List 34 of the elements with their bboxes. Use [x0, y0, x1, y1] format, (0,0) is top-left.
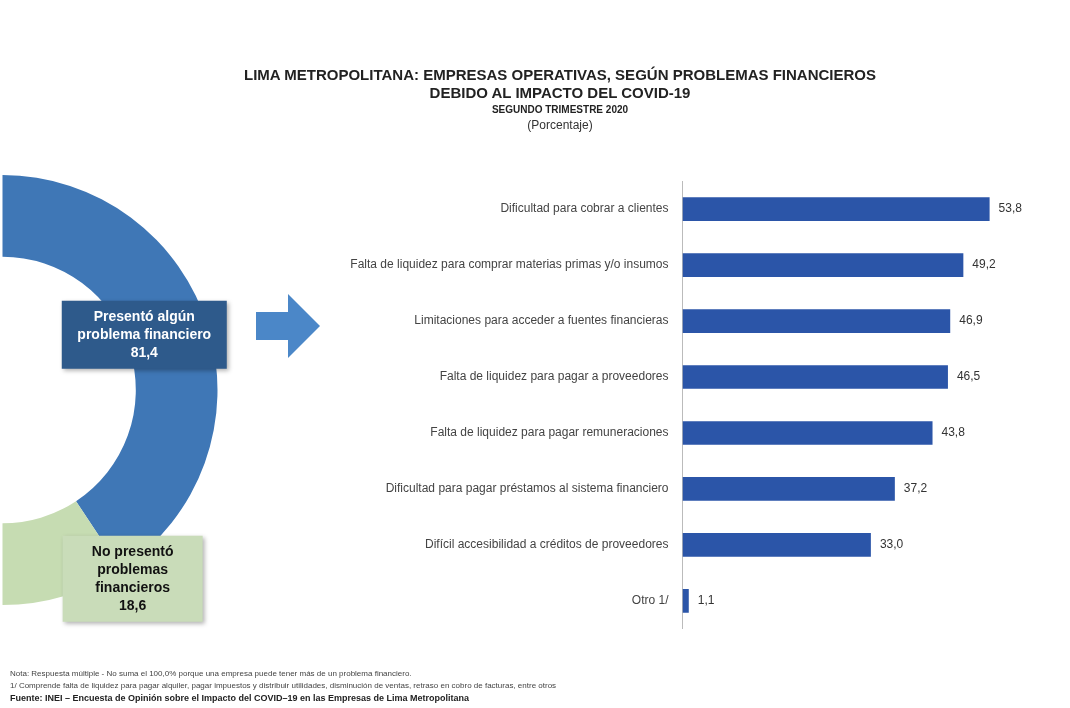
slice-label: Presentó algún problema financiero [77, 307, 212, 342]
data-label: 53,8 [998, 201, 1023, 216]
text: SEGUNDO TRIMESTRE 2020 [490, 104, 630, 115]
data-label: 18,6 [119, 596, 147, 613]
data-label: 33,0 [879, 537, 904, 552]
y-tick-label: Falta de liquidez para comprar materias primas y/o insumos [350, 257, 669, 272]
y-tick-label: Falta de liquidez para pagar a proveedores [439, 369, 669, 384]
data-label: 43,8 [941, 425, 966, 440]
data-label: 49,2 [972, 257, 997, 272]
y-tick-label: Falta de liquidez para pagar remuneraciones [430, 425, 669, 440]
y-tick-label: Otro 1/ [631, 593, 670, 608]
bar [682, 253, 964, 277]
text: 1/ Comprende falta de liquidez para pagar alquiler, pagar impuestos y distribuir utilidades, disminución de ventas, retraso en cobro de facturas, entre otros [10, 680, 557, 692]
y-tick-label: Difícil accesibilidad a créditos de proveedores [425, 537, 669, 552]
y-tick-label: Limitaciones para acceder a fuentes financieras [414, 313, 669, 328]
source-note: Fuente: INEI – Encuesta de Opinión sobre el Impacto del COVID–19 en las Empresas de Lima Metropolitana [10, 692, 471, 704]
y-tick-label: Dificultad para cobrar a clientes [500, 201, 669, 216]
bar [682, 421, 933, 445]
data-label: 81,4 [130, 343, 159, 360]
text: Nota: Respuesta múltiple - No suma el 100,0% porque una empresa puede tener más de un problema financiero. [10, 668, 413, 680]
bar [682, 589, 689, 613]
data-label: 1,1 [697, 593, 715, 608]
y-tick-label: Dificultad para pagar préstamos al sistema financiero [385, 481, 669, 496]
data-label: 37,2 [903, 481, 928, 496]
bar [682, 197, 990, 221]
data-label: 46,9 [959, 313, 983, 328]
bar [682, 365, 948, 389]
slice-label: No presentó problemas financieros [91, 542, 174, 595]
bar [682, 533, 871, 557]
bar [682, 477, 895, 501]
data-label: 46,5 [956, 369, 981, 384]
text: (Porcentaje) [526, 118, 594, 132]
text: LIMA METROPOLITANA: EMPRESAS OPERATIVAS, SEGÚN PROBLEMAS FINANCIEROS DEBIDO AL IMPACTO DEL COVID-19 [243, 66, 877, 102]
bar [682, 309, 951, 333]
